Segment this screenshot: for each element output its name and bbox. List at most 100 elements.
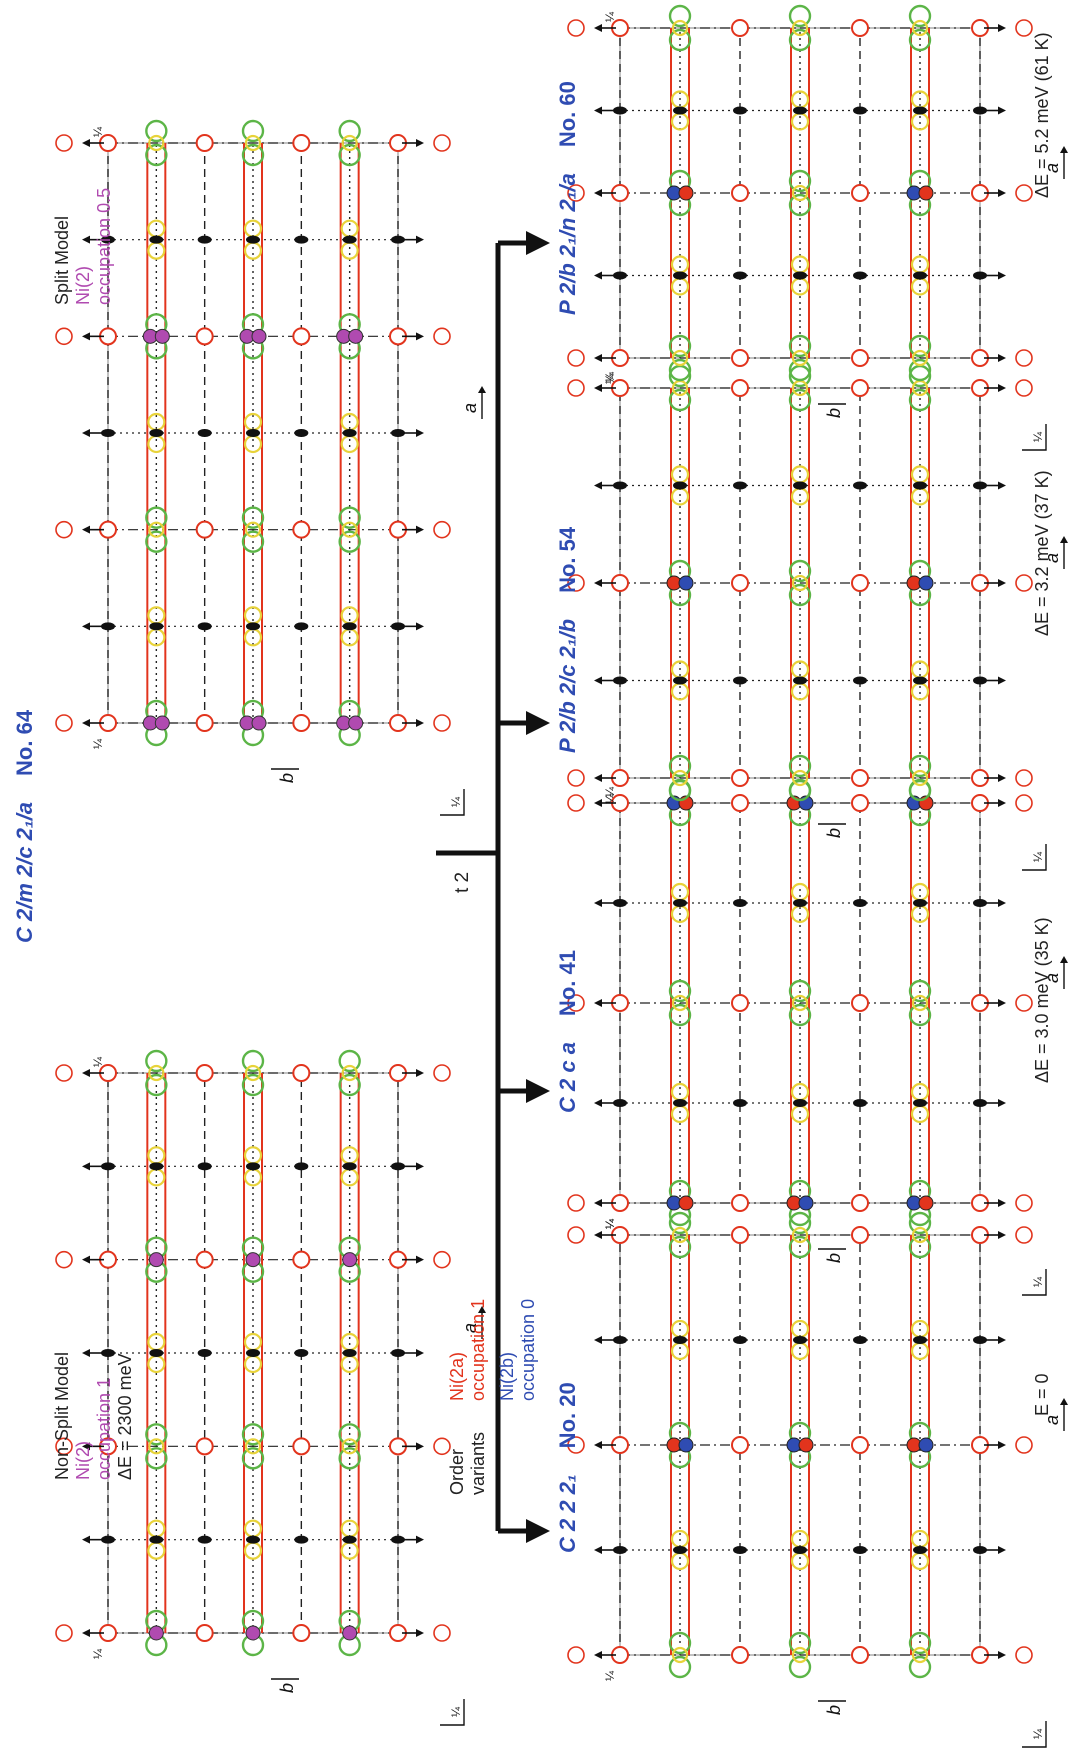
variant-diagram-3-green-b-3-2 xyxy=(788,559,812,583)
variant-energy-2: ΔE = 3.0 meV (35 K) xyxy=(1032,917,1052,1083)
split-diagram-ni-dn-3-0 xyxy=(251,715,267,731)
nonsplit-diagram-ring-4-6 xyxy=(292,1064,311,1082)
nonsplit-diagram-bottom-arrowhead-2 xyxy=(416,1442,424,1451)
split-diagram-green-a-5-2 xyxy=(338,530,361,553)
variant-diagram-2-ring-4-4 xyxy=(851,794,869,812)
variant-diagram-3-yellow-a-3-1 xyxy=(790,682,810,701)
split-diagram-mark-bottom-6 xyxy=(433,134,451,152)
variant-diagram-4-empty-3-2 xyxy=(791,184,809,202)
variant-diagram-3-green-a-1-4 xyxy=(668,388,692,412)
variant-diagram-3-twofold-1-1 xyxy=(673,676,687,685)
nonsplit-diagram-ni-1-0 xyxy=(148,1625,164,1641)
variant-diagram-3-yellow-b-5-3 xyxy=(910,465,930,484)
nonsplit-diagram-twofold-3-1 xyxy=(246,1535,260,1544)
variant-diagram-2-axis-4-3 xyxy=(853,899,867,907)
variant-energy-3: ΔE = 3.2 meV (37 K) xyxy=(1032,470,1052,636)
nonsplit-diagram-axis-0-3 xyxy=(101,1349,115,1357)
variant-diagram-4-axis-4-1 xyxy=(853,271,867,280)
variant-diagram-1-twofold-1-3 xyxy=(673,1336,687,1344)
split-diagram-quarter-corner: ¼ xyxy=(449,796,463,807)
variant-diagram-2-mark-top-0 xyxy=(567,1194,585,1212)
variant-title-4: P 2/b 2₁/n 2₁/a No. 60 xyxy=(555,81,581,315)
nonsplit-diagram-axis-a: a xyxy=(460,1323,480,1333)
nonsplit-diagram-mark-bottom-6 xyxy=(433,1064,451,1082)
nonsplit-diagram-axis-6-3 xyxy=(391,1349,405,1357)
variant-diagram-3-yellow-b-3-3 xyxy=(790,465,810,484)
variant-diagram-3-empty-5-0 xyxy=(911,769,929,787)
nonsplit-diagram-ni-1-4 xyxy=(148,1252,164,1268)
variant-number-1: No. 20 xyxy=(555,1382,580,1449)
ni2b-name: Ni(2b) xyxy=(497,1351,517,1401)
variant-diagram-1-quarter-corner: ¼ xyxy=(1031,1728,1045,1739)
split-diagram-green-a-1-2 xyxy=(145,530,168,553)
variant-diagram-1-ring-4-4 xyxy=(851,1226,869,1244)
nonsplit-diagram-ni-3-4 xyxy=(245,1252,261,1268)
split-diagram-yellow-a-5-5 xyxy=(340,241,359,260)
nonsplit-diagram-top-arrowhead-6 xyxy=(82,1069,90,1077)
variant-diagram-2-quarter-corner: ¼ xyxy=(1031,1276,1045,1287)
tree-arrow-2 xyxy=(526,1079,550,1103)
variant-diagram-2-mark-bottom-2 xyxy=(1015,994,1033,1012)
variant-diagram-4-empty-1-0 xyxy=(671,349,689,367)
variant-diagram-4-yellow-a-5-1 xyxy=(910,277,930,296)
variant-diagram-4-empty-3-0 xyxy=(791,349,809,367)
variant-diagram-4: a b ¼ ¼ ¼ xyxy=(567,4,1068,451)
split-diagram-twofold-1-5 xyxy=(149,235,164,244)
split-diagram-bottom-arrowhead-2 xyxy=(416,525,424,534)
nonsplit-diagram-yellow-a-5-1 xyxy=(340,1541,359,1560)
variant-diagram-3-axis-2-3 xyxy=(733,481,747,490)
variant-diagram-2-mark-bottom-4 xyxy=(1015,794,1033,812)
variant-diagram-4-bottom-arrowhead-2 xyxy=(998,189,1006,197)
variant-diagram-2-ring-2-2 xyxy=(731,994,749,1012)
variant-diagram-4-green-b-1-4 xyxy=(668,4,692,28)
nonsplit-diagram-top-arrowhead-1 xyxy=(82,1535,90,1544)
nonsplit-diagram-ring-2-2 xyxy=(195,1437,214,1456)
split-diagram-ni-dn-5-4 xyxy=(348,328,364,344)
nonsplit-diagram-yellow-b-5-3 xyxy=(340,1332,359,1352)
split-diagram-twofold-3-3 xyxy=(246,429,260,437)
variant-diagram-4-green-b-3-4 xyxy=(788,4,812,28)
nonsplit-diagram-axis-0-5 xyxy=(101,1162,115,1171)
variant-diagram-1-axis-0-1 xyxy=(613,1546,627,1554)
split-diagram-twofold-5-3 xyxy=(342,429,357,437)
variant-diagram-3-mark-bottom-0 xyxy=(1015,769,1033,787)
variant-diagram-2-axis-2-3 xyxy=(733,899,747,907)
split-diagram-ni-dn-5-0 xyxy=(348,715,364,731)
variant-diagram-2-ring-2-4 xyxy=(731,794,749,812)
variant-diagram-2-twofold-5-3 xyxy=(913,899,927,907)
variant-diagram-4-axis-0-3 xyxy=(613,106,627,115)
variant-diagram-4-ring-4-2 xyxy=(851,184,869,202)
split-diagram-empty-5-2 xyxy=(341,521,358,538)
split-diagram-axis-2-3 xyxy=(197,429,212,437)
nonsplit-diagram-bottom-arrowhead-6 xyxy=(416,1069,424,1077)
split-diagram-axis-0-3 xyxy=(101,429,115,437)
variant-diagram-4-green-a-3-2 xyxy=(788,193,812,217)
nonsplit-diagram-bottom-arrowhead-5 xyxy=(416,1162,424,1171)
variant-diagram-1-axis-4-1 xyxy=(853,1546,867,1554)
nonsplit-diagram-empty-1-6 xyxy=(148,1064,165,1082)
variant-diagram-4-top-arrowhead-4 xyxy=(594,24,602,32)
split-diagram-bottom-arrowhead-4 xyxy=(416,332,424,341)
variant-diagram-3-axis-b: b xyxy=(824,828,844,838)
variant-diagram-4-yellow-b-3-1 xyxy=(790,255,810,274)
split-diagram-mark-top-4 xyxy=(55,327,73,346)
variant-diagram-4-ring-2-0 xyxy=(731,349,749,367)
nonsplit-diagram-green-a-1-2 xyxy=(145,1447,168,1470)
variant-diagram-2-ring-4-0 xyxy=(851,1194,869,1212)
variant-diagram-2-green-b-3-2 xyxy=(788,979,812,1003)
variant-diagram-2-axis-6-3 xyxy=(973,899,987,907)
split-diagram-empty-1-2 xyxy=(148,521,165,538)
variant-diagram-1-bottom-arrowhead-3 xyxy=(998,1336,1006,1344)
split-line2: Ni(2) xyxy=(73,266,93,305)
variant-diagram-3-axis-6-3 xyxy=(973,481,987,490)
split-diagram-mark-top-0 xyxy=(55,714,73,732)
variant-diagram-2-mark-top-4 xyxy=(567,794,585,812)
nonsplit-diagram-top-arrowhead-4 xyxy=(82,1255,90,1264)
nonsplit-diagram-axis-2-1 xyxy=(197,1535,212,1544)
split-diagram-top-arrowhead-3 xyxy=(82,429,90,437)
variant-diagram-3-empty-1-0 xyxy=(671,769,689,787)
variant-diagram-1-empty-1-0 xyxy=(671,1646,689,1664)
nonsplit-diagram-axis-4-3 xyxy=(294,1349,309,1357)
variant-diagram-2-twofold-5-1 xyxy=(913,1099,927,1107)
variant-diagram-4-mark-bottom-0 xyxy=(1015,349,1033,367)
